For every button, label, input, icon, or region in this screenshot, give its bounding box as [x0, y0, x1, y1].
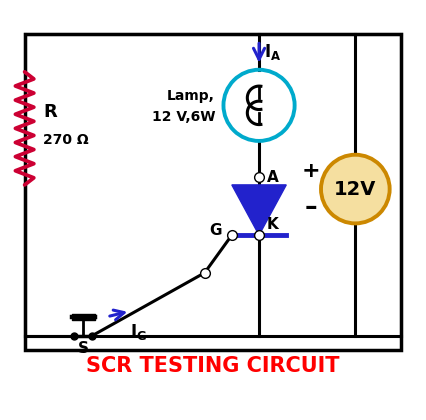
Text: S: S — [78, 341, 89, 357]
Bar — [25, 34, 401, 350]
Text: G: G — [209, 223, 222, 238]
Circle shape — [321, 155, 390, 223]
Text: +: + — [301, 161, 320, 181]
Text: 12V: 12V — [334, 180, 377, 199]
Text: Lamp,: Lamp, — [167, 89, 215, 103]
Text: SCR TESTING CIRCUIT: SCR TESTING CIRCUIT — [86, 356, 340, 376]
Text: 270 Ω: 270 Ω — [43, 133, 89, 147]
Polygon shape — [232, 185, 286, 235]
Text: $\mathbf{I_G}$: $\mathbf{I_G}$ — [130, 322, 147, 342]
Text: K: K — [267, 217, 278, 232]
Text: 12 V,6W: 12 V,6W — [152, 110, 215, 124]
Text: R: R — [43, 103, 57, 121]
Text: $\mathbf{I_A}$: $\mathbf{I_A}$ — [264, 42, 281, 62]
Text: A: A — [267, 170, 278, 185]
Text: –: – — [304, 194, 317, 219]
